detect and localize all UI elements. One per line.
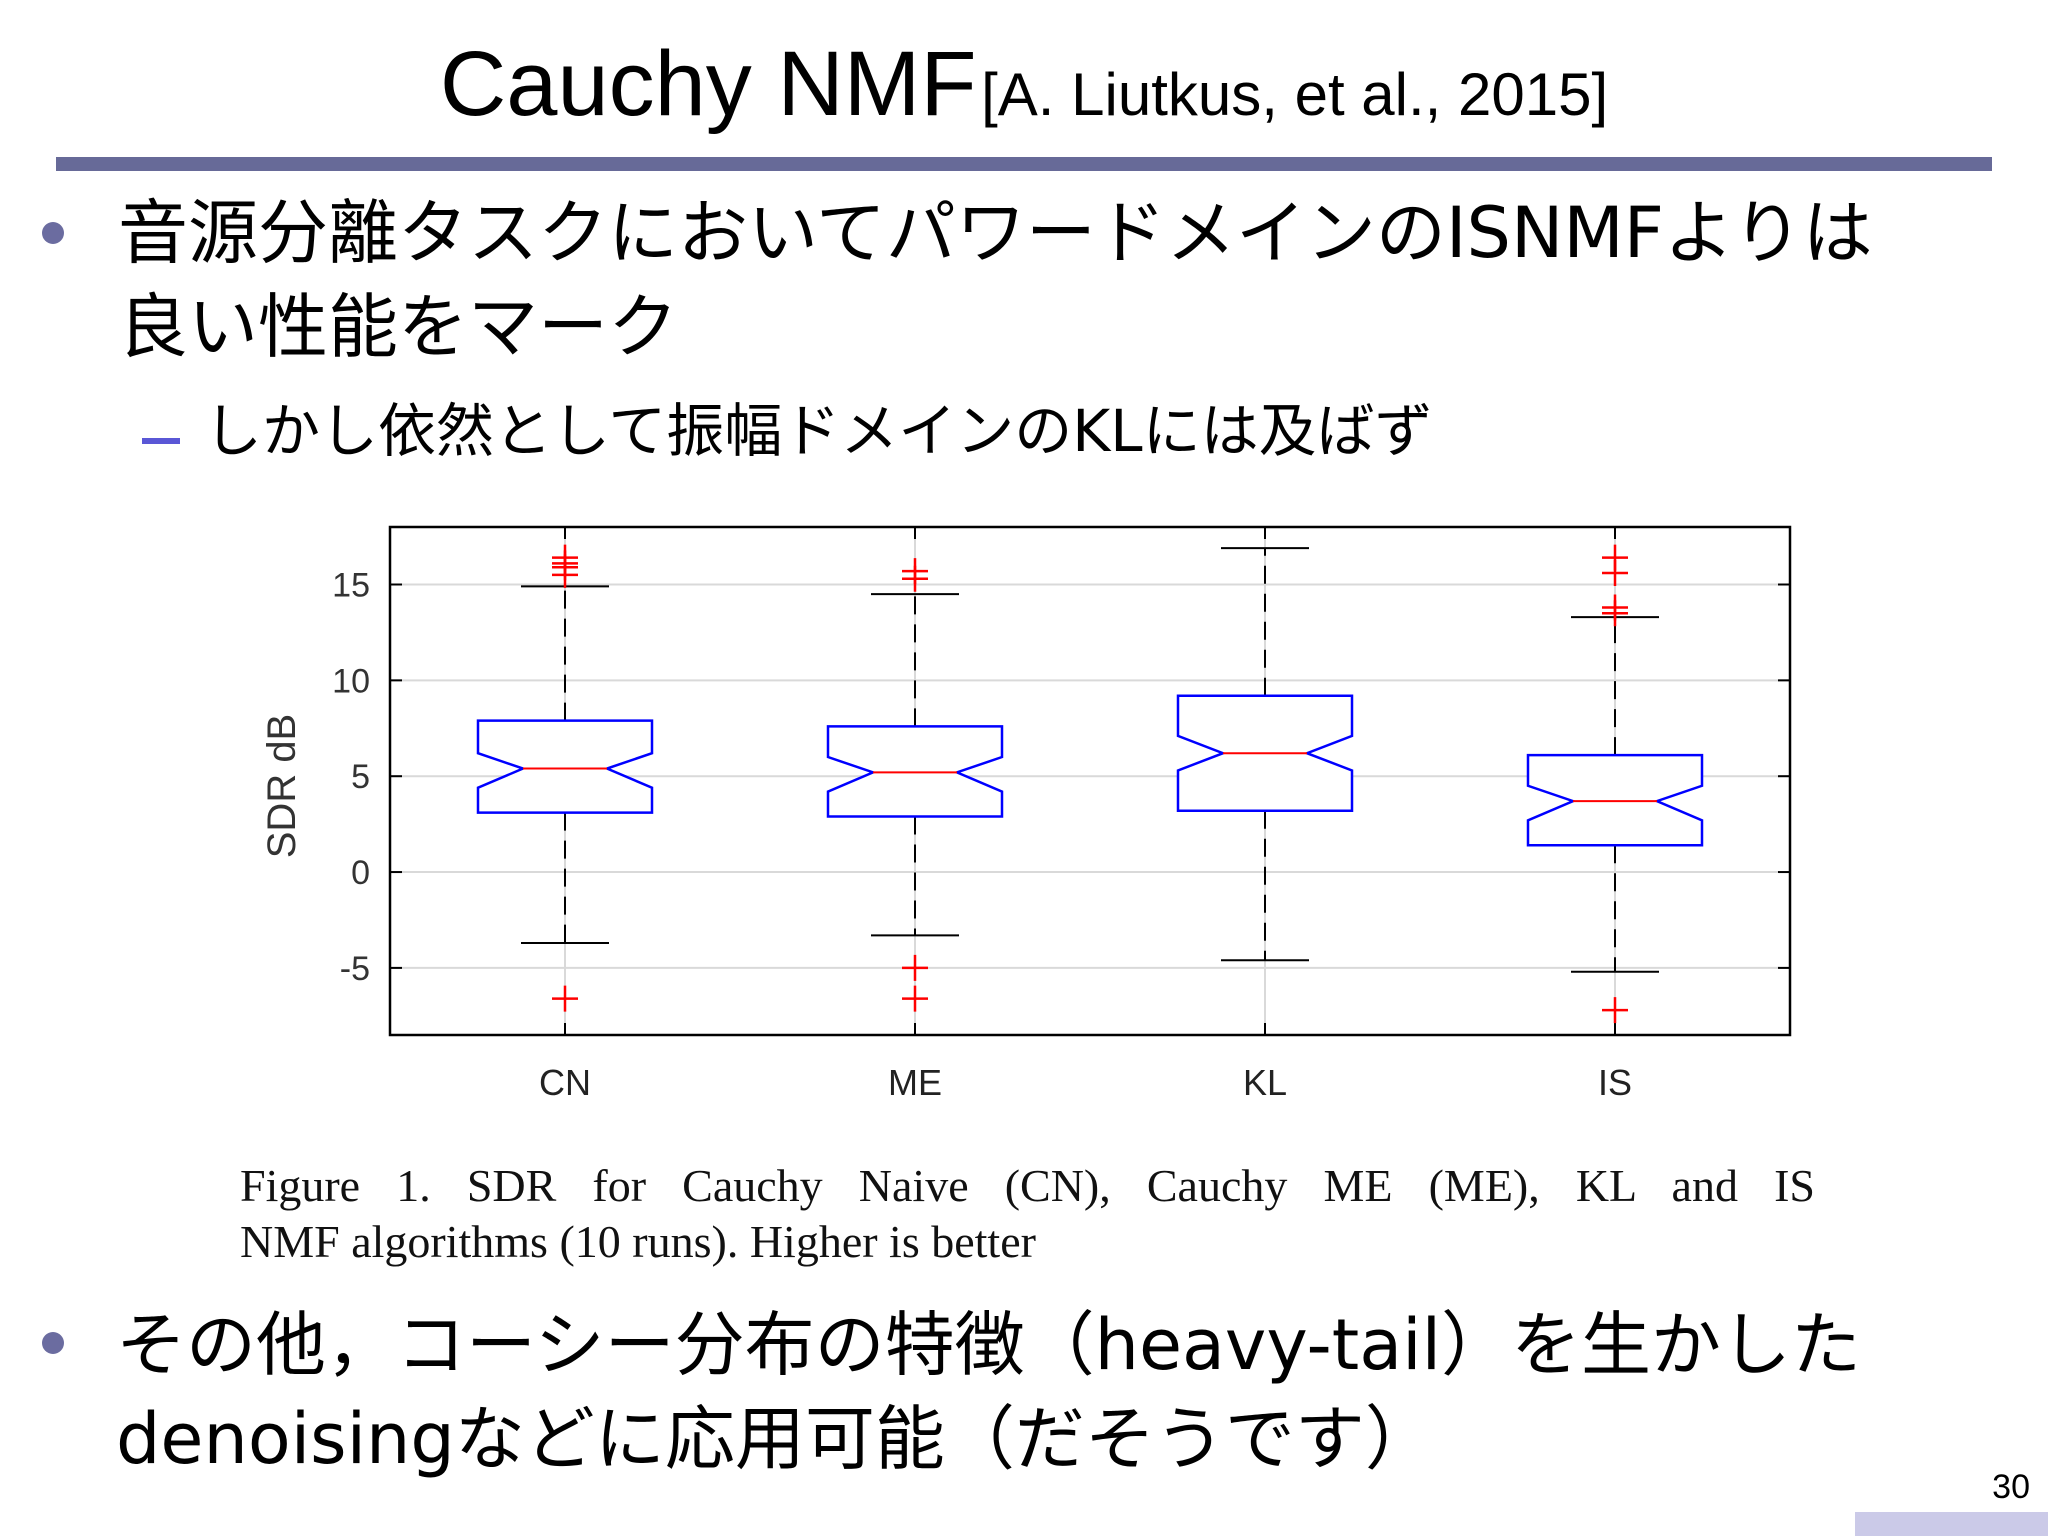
x-category-label: IS	[1598, 1062, 1632, 1103]
outlier-marker	[902, 954, 928, 981]
title-underline	[56, 157, 1992, 171]
sub-bullet-1: しかし依然として振幅ドメインのKLには及ばず	[204, 397, 1433, 465]
title-main: Cauchy NMF	[439, 33, 977, 135]
outlier-marker	[552, 544, 578, 571]
y-tick-label: 15	[332, 567, 370, 605]
outlier-marker	[1602, 997, 1628, 1024]
notched-box	[476, 719, 654, 814]
x-category-label: CN	[539, 1062, 591, 1103]
y-tick-label: 0	[351, 854, 370, 892]
sub-bullet-dash	[142, 438, 180, 444]
figure-caption: Figure 1. SDR for Cauchy Naive (CN), Cau…	[240, 1158, 1815, 1270]
outlier-marker	[902, 985, 928, 1012]
bullet-2-line-1: その他，コーシー分布の特徴（heavy-tail）を生かした	[116, 1304, 1862, 1386]
outlier-marker	[552, 985, 578, 1012]
bullet-2-dot	[42, 1332, 64, 1354]
title-citation: [A. Liutkus, et al., 2015]	[981, 61, 1609, 128]
y-tick-label: -5	[340, 950, 370, 988]
outlier-marker	[1602, 544, 1628, 571]
outlier-marker	[902, 558, 928, 585]
bullet-1-line-2: 良い性能をマーク	[118, 286, 678, 368]
caption-line-2: NMF algorithms (10 runs). Higher is bett…	[240, 1216, 1036, 1267]
y-tick-label: 5	[351, 758, 370, 796]
bullet-2-line-2: denoisingなどに応用可能（だそうです）	[116, 1398, 1435, 1480]
y-axis-label: SDR dB	[260, 714, 304, 859]
outlier-marker	[1602, 594, 1628, 621]
bullet-1-line-1: 音源分離タスクにおいてパワードメインのISNMFよりは	[118, 192, 1873, 274]
y-tick-label: 10	[332, 662, 370, 700]
slide-title: Cauchy NMF [A. Liutkus, et al., 2015]	[0, 38, 2048, 130]
plot-frame	[388, 525, 1792, 1037]
caption-line-1: Figure 1. SDR for Cauchy Naive (CN), Cau…	[240, 1160, 1815, 1211]
footer-bar	[1855, 1512, 2048, 1536]
x-category-label: ME	[888, 1062, 942, 1103]
page-number: 30	[1992, 1468, 2030, 1506]
bullet-1-dot	[42, 222, 64, 244]
x-category-label: KL	[1243, 1062, 1287, 1103]
